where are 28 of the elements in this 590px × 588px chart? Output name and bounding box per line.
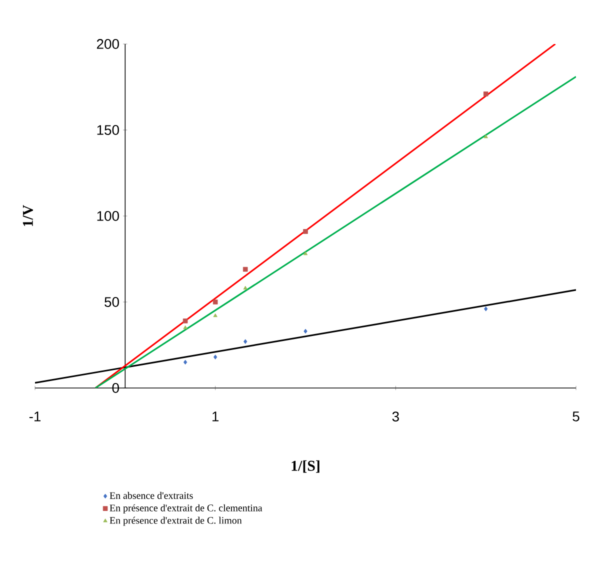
legend-label: En présence d'extrait de C. clementina bbox=[110, 504, 262, 514]
x-tick-label: 1 bbox=[212, 412, 219, 422]
x-tick-label: -1 bbox=[29, 412, 41, 422]
legend-label: En présence d'extrait de C. limon bbox=[110, 516, 242, 526]
point bbox=[484, 134, 488, 138]
y-tick-label: 200 bbox=[96, 39, 119, 49]
x-tick-label: 3 bbox=[392, 412, 399, 422]
point bbox=[243, 286, 248, 290]
point bbox=[484, 306, 488, 312]
x-axis-title: 1/[S] bbox=[292, 460, 320, 473]
point bbox=[303, 229, 308, 234]
point bbox=[213, 354, 218, 360]
point bbox=[212, 300, 218, 304]
point bbox=[483, 91, 488, 96]
point bbox=[213, 313, 218, 318]
point bbox=[242, 266, 248, 272]
point bbox=[304, 328, 308, 334]
legend-label: En absence d'extraits bbox=[110, 492, 193, 499]
y-tick-label: 150 bbox=[97, 125, 119, 135]
point bbox=[182, 318, 188, 324]
x-tick-label: 5 bbox=[572, 412, 580, 422]
point bbox=[183, 325, 188, 330]
point bbox=[244, 339, 248, 344]
y-axis-title: 1/V bbox=[22, 204, 34, 226]
y-tick-label: 50 bbox=[104, 297, 119, 307]
point bbox=[303, 251, 308, 256]
y-tick-label: 100 bbox=[97, 211, 119, 221]
point bbox=[183, 360, 188, 365]
